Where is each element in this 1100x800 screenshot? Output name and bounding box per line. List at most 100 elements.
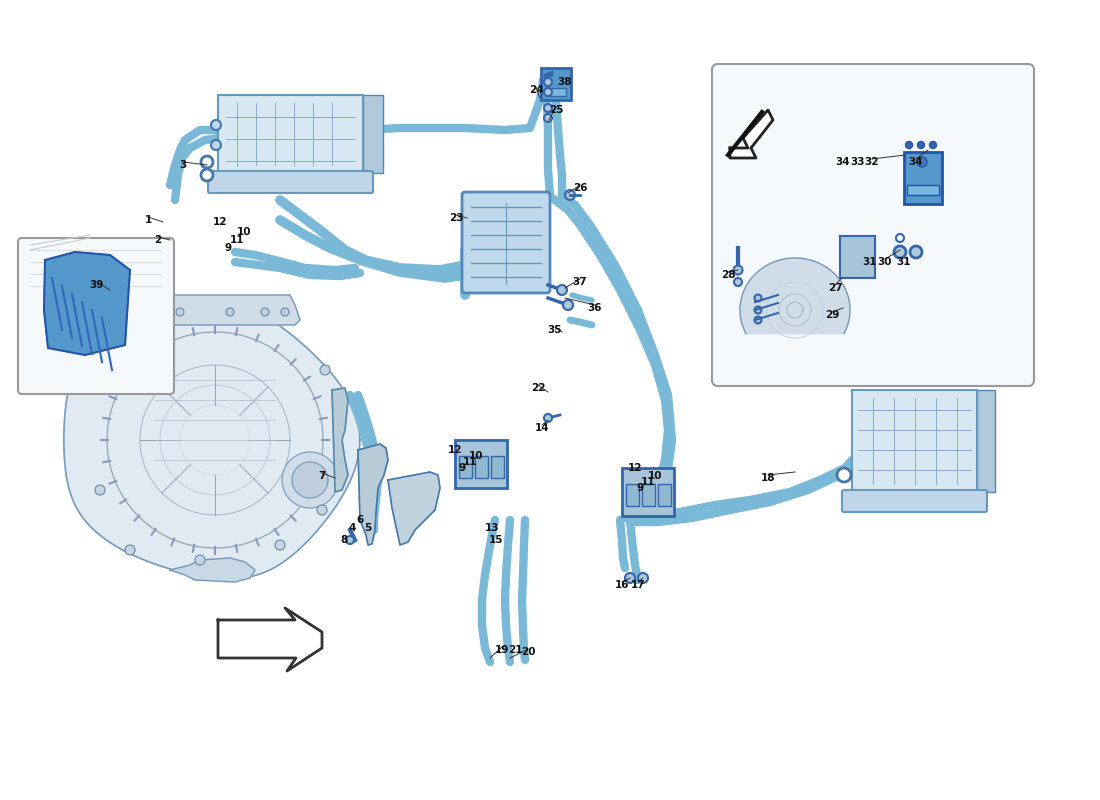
Text: 30: 30 bbox=[878, 257, 892, 267]
Circle shape bbox=[100, 345, 110, 355]
Circle shape bbox=[917, 157, 927, 167]
FancyBboxPatch shape bbox=[712, 64, 1034, 386]
Bar bbox=[459, 456, 472, 478]
Bar bbox=[546, 88, 566, 96]
Text: 1: 1 bbox=[144, 215, 152, 225]
FancyBboxPatch shape bbox=[462, 192, 550, 293]
Circle shape bbox=[195, 555, 205, 565]
Text: 11: 11 bbox=[463, 457, 477, 467]
Text: 34: 34 bbox=[909, 157, 923, 167]
Circle shape bbox=[146, 308, 154, 316]
Text: 29: 29 bbox=[825, 310, 839, 320]
Bar bbox=[852, 390, 977, 492]
FancyBboxPatch shape bbox=[842, 490, 987, 512]
Text: 10: 10 bbox=[236, 227, 251, 237]
Bar bbox=[455, 440, 507, 488]
Circle shape bbox=[275, 540, 285, 550]
Polygon shape bbox=[740, 258, 850, 334]
Text: 9: 9 bbox=[637, 483, 644, 493]
Circle shape bbox=[894, 246, 906, 258]
Circle shape bbox=[544, 104, 552, 112]
Bar bbox=[977, 390, 996, 492]
Text: 33: 33 bbox=[850, 157, 866, 167]
Bar bbox=[491, 456, 504, 478]
Text: 8: 8 bbox=[340, 535, 348, 545]
Text: 12: 12 bbox=[212, 217, 228, 227]
Text: 9: 9 bbox=[459, 463, 465, 473]
Bar bbox=[658, 484, 671, 506]
Bar bbox=[475, 456, 488, 478]
Polygon shape bbox=[130, 295, 300, 325]
Text: 15: 15 bbox=[488, 535, 504, 545]
Circle shape bbox=[261, 308, 270, 316]
Bar bbox=[642, 484, 654, 506]
Text: 11: 11 bbox=[230, 235, 244, 245]
Bar bbox=[908, 185, 939, 195]
Circle shape bbox=[346, 536, 354, 544]
Circle shape bbox=[734, 266, 742, 274]
Circle shape bbox=[544, 414, 552, 422]
Circle shape bbox=[544, 78, 552, 86]
Circle shape bbox=[837, 468, 851, 482]
Polygon shape bbox=[64, 302, 360, 578]
Circle shape bbox=[544, 88, 552, 96]
Text: 12: 12 bbox=[448, 445, 462, 455]
Text: 28: 28 bbox=[720, 270, 735, 280]
Text: 4: 4 bbox=[349, 523, 355, 533]
Circle shape bbox=[755, 306, 761, 314]
Text: 6: 6 bbox=[356, 515, 364, 525]
Circle shape bbox=[125, 545, 135, 555]
Text: 21: 21 bbox=[508, 645, 522, 655]
Circle shape bbox=[734, 278, 742, 286]
Text: 10: 10 bbox=[648, 471, 662, 481]
Polygon shape bbox=[282, 452, 338, 508]
Text: 2: 2 bbox=[154, 235, 162, 245]
Text: 13: 13 bbox=[485, 523, 499, 533]
Circle shape bbox=[95, 485, 104, 495]
Circle shape bbox=[905, 142, 913, 149]
Polygon shape bbox=[44, 252, 130, 355]
FancyBboxPatch shape bbox=[18, 238, 174, 394]
Polygon shape bbox=[170, 558, 255, 582]
Circle shape bbox=[917, 142, 924, 149]
Circle shape bbox=[226, 308, 234, 316]
Text: 34: 34 bbox=[836, 157, 850, 167]
Text: 12: 12 bbox=[628, 463, 642, 473]
Bar bbox=[840, 236, 874, 278]
Text: 37: 37 bbox=[573, 277, 587, 287]
Circle shape bbox=[910, 246, 922, 258]
Circle shape bbox=[317, 505, 327, 515]
Text: 19: 19 bbox=[495, 645, 509, 655]
Text: 3: 3 bbox=[179, 160, 187, 170]
Text: 7: 7 bbox=[318, 471, 326, 481]
Circle shape bbox=[320, 365, 330, 375]
Text: 35: 35 bbox=[548, 325, 562, 335]
Circle shape bbox=[557, 285, 566, 295]
Text: 36: 36 bbox=[587, 303, 603, 313]
Polygon shape bbox=[358, 444, 388, 545]
Circle shape bbox=[544, 114, 552, 122]
Text: 20: 20 bbox=[520, 647, 536, 657]
Circle shape bbox=[755, 294, 761, 302]
Text: 26: 26 bbox=[573, 183, 587, 193]
Text: 27: 27 bbox=[827, 283, 843, 293]
Text: 11: 11 bbox=[640, 477, 656, 487]
Bar bbox=[626, 484, 639, 506]
Text: 25: 25 bbox=[549, 105, 563, 115]
Circle shape bbox=[755, 317, 761, 323]
Bar bbox=[218, 95, 363, 173]
Text: 23: 23 bbox=[449, 213, 463, 223]
Text: 31: 31 bbox=[896, 257, 911, 267]
Circle shape bbox=[176, 308, 184, 316]
Circle shape bbox=[201, 156, 213, 168]
Text: 16: 16 bbox=[615, 580, 629, 590]
Polygon shape bbox=[292, 462, 328, 498]
Text: 22: 22 bbox=[530, 383, 546, 393]
Circle shape bbox=[211, 120, 221, 130]
Text: 24: 24 bbox=[529, 85, 543, 95]
Text: 39: 39 bbox=[90, 280, 104, 290]
Text: 32: 32 bbox=[865, 157, 879, 167]
Text: 18: 18 bbox=[761, 473, 776, 483]
Text: 14: 14 bbox=[535, 423, 549, 433]
Text: 5: 5 bbox=[364, 523, 372, 533]
